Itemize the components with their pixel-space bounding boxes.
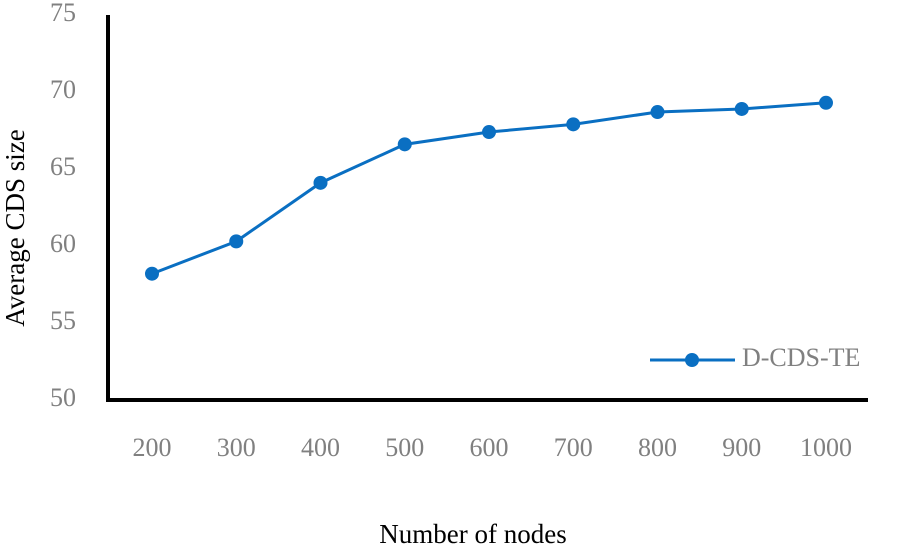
y-tick-label: 65 bbox=[50, 152, 76, 181]
x-tick-label: 900 bbox=[722, 433, 761, 462]
y-tick-label: 60 bbox=[50, 229, 76, 258]
point bbox=[397, 137, 412, 152]
x-tick-label: 400 bbox=[301, 433, 340, 462]
point bbox=[819, 95, 833, 110]
x-axis-title: Number of nodes bbox=[379, 519, 566, 549]
y-tick-label: 50 bbox=[50, 383, 76, 412]
legend-label: D-CDS-TE bbox=[742, 343, 860, 372]
x-tick-label: 300 bbox=[217, 433, 256, 462]
y-tick-label: 70 bbox=[50, 75, 76, 104]
y-tick-label: 75 bbox=[50, 0, 76, 27]
y-axis-title: Average CDS size bbox=[0, 129, 30, 326]
x-tick-label: 600 bbox=[470, 433, 509, 462]
point bbox=[229, 234, 244, 249]
x-tick-label: 1000 bbox=[800, 433, 852, 462]
legend-marker bbox=[685, 353, 699, 367]
point bbox=[145, 266, 159, 281]
point bbox=[313, 175, 328, 190]
point bbox=[566, 117, 581, 132]
x-tick-label: 800 bbox=[638, 433, 677, 462]
x-tick-label: 700 bbox=[554, 433, 593, 462]
point bbox=[734, 101, 749, 116]
y-tick-label: 55 bbox=[50, 306, 76, 335]
x-tick-label: 200 bbox=[133, 433, 172, 462]
point bbox=[650, 105, 665, 120]
point bbox=[482, 125, 496, 140]
x-tick-label: 500 bbox=[385, 433, 424, 462]
